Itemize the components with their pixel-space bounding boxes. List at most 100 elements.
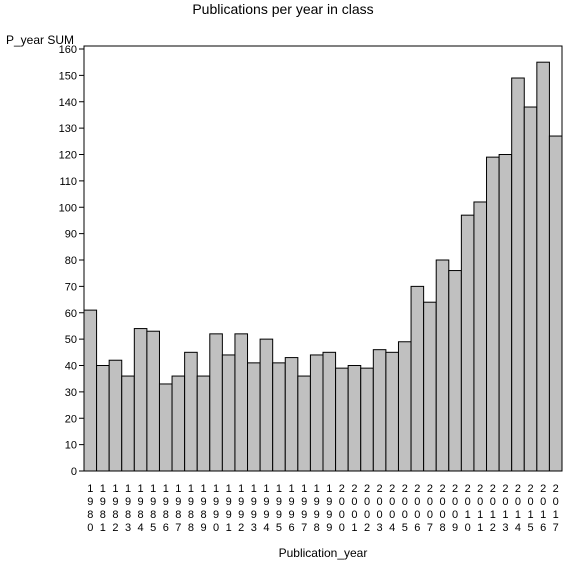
bar-2013 — [498, 154, 513, 472]
bar-1988 — [184, 351, 198, 472]
bar-2016 — [536, 61, 550, 472]
bar-1983 — [121, 375, 135, 472]
bar-1995 — [272, 362, 286, 472]
bar-1991 — [221, 354, 236, 472]
chart-title: Publications per year in class — [192, 1, 373, 17]
bar-1998 — [309, 354, 324, 472]
plot-area-frame — [83, 45, 563, 472]
y-axis-label: P_year SUM — [6, 33, 74, 47]
y-tick-label: 130 — [59, 123, 77, 135]
y-tick-label: 90 — [65, 229, 77, 241]
bar-1986 — [158, 383, 173, 472]
bar-1985 — [146, 330, 160, 472]
bar-1989 — [196, 375, 211, 472]
y-tick-label: 30 — [65, 387, 77, 399]
y-tick-label: 10 — [65, 440, 77, 452]
y-axis-ticks: 0 10 20 30 40 50 60 70 80 90 100 110 120 130 140 150 160 — [59, 44, 84, 478]
y-tick-label: 140 — [59, 97, 77, 109]
y-tick-label: 120 — [59, 150, 77, 162]
bar-2017 — [548, 135, 563, 472]
y-tick-label: 160 — [59, 44, 77, 56]
bar-1996 — [284, 357, 299, 472]
bar-1993 — [247, 362, 261, 472]
bar-1999 — [322, 351, 337, 472]
y-tick-label: 60 — [65, 308, 77, 320]
bar-1994 — [259, 338, 274, 472]
bars — [83, 61, 563, 472]
bar-2001 — [347, 365, 362, 472]
y-tick-label: 100 — [59, 202, 77, 214]
bar-2006 — [410, 285, 425, 472]
bar-2007 — [423, 301, 437, 472]
bar-2014 — [511, 77, 525, 472]
bar-1984 — [133, 328, 148, 472]
bar-2004 — [385, 351, 399, 472]
bar-2008 — [435, 259, 450, 472]
bar-2009 — [448, 270, 462, 472]
bar-2002 — [360, 367, 374, 472]
y-tick-label: 70 — [65, 281, 77, 293]
bar-1987 — [171, 375, 186, 472]
bar-1992 — [234, 333, 249, 472]
bar-2015 — [523, 106, 538, 472]
bar-2000 — [335, 367, 349, 472]
bar-1997 — [297, 375, 311, 472]
y-tick-label: 0 — [71, 466, 77, 478]
x-axis-tick-labels: 1 9 8 0 1 9 8 1 1 9 8 2 1 9 8 3 1 9 8 4 1 9 8 5 1 9 8 6 1 9 8 7 1 9 8 8 1 9 8 9… — [87, 483, 559, 534]
bar-2010 — [460, 214, 475, 472]
bar-1980 — [83, 309, 98, 472]
bar-1982 — [108, 359, 123, 472]
y-tick-label: 20 — [65, 413, 77, 425]
bar-2005 — [397, 341, 412, 472]
y-tick-label: 150 — [59, 70, 77, 82]
y-tick-label: 80 — [65, 255, 77, 267]
x-axis-label: Publication_year — [279, 546, 368, 560]
bar-1990 — [209, 333, 223, 472]
bar-1981 — [96, 365, 110, 472]
y-tick-label: 40 — [65, 361, 77, 373]
bar-2012 — [486, 156, 500, 472]
bar-2011 — [473, 201, 488, 472]
y-tick-label: 110 — [59, 176, 77, 188]
bar-2003 — [372, 349, 387, 472]
